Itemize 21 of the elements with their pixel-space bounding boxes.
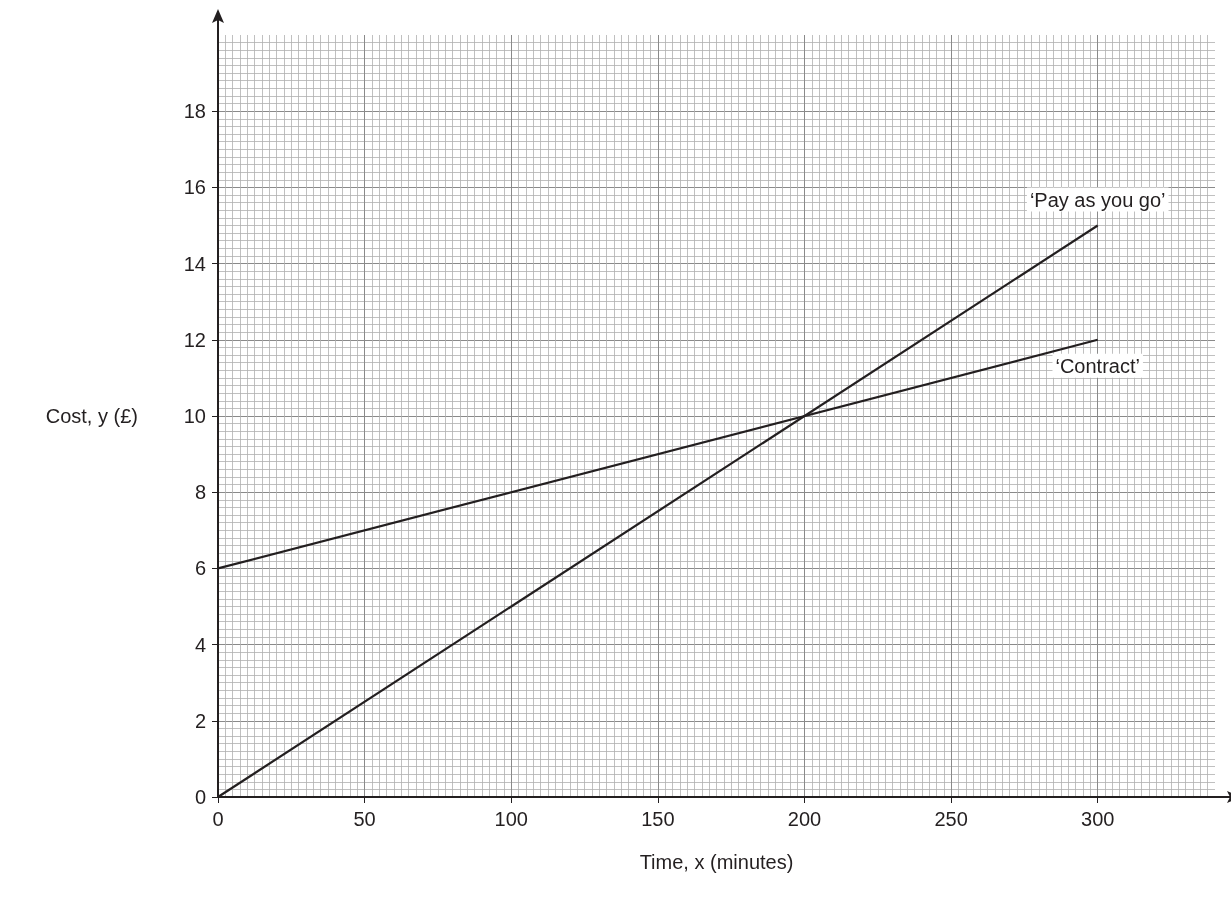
y-tick-label: 12 <box>183 328 206 351</box>
y-axis-title: Cost, y (£) <box>45 405 138 427</box>
x-tick-label: 250 <box>934 808 968 830</box>
series-label: ‘Pay as you go’ <box>1029 188 1166 211</box>
x-tick-label: 0 <box>212 808 224 830</box>
x-axis-title: Time, x (minutes) <box>639 851 794 873</box>
y-tick-label: 14 <box>183 252 206 275</box>
x-tick-label: 200 <box>787 808 822 830</box>
y-tick-label: 10 <box>183 405 206 427</box>
x-tick-label: 300 <box>1081 808 1115 830</box>
x-tick-label: 150 <box>641 808 675 830</box>
x-tick-label: 100 <box>494 808 528 830</box>
y-tick-label: 18 <box>183 100 206 123</box>
y-tick-label: 0 <box>194 786 206 808</box>
y-tick-label: 2 <box>194 709 206 732</box>
y-tick-label: 6 <box>194 557 206 580</box>
series-label: ‘Contract’ <box>1055 354 1140 377</box>
y-tick-label: 4 <box>194 633 206 656</box>
y-tick-label: 16 <box>183 176 206 199</box>
y-tick-label: 8 <box>194 481 206 504</box>
x-tick-label: 50 <box>353 808 376 830</box>
